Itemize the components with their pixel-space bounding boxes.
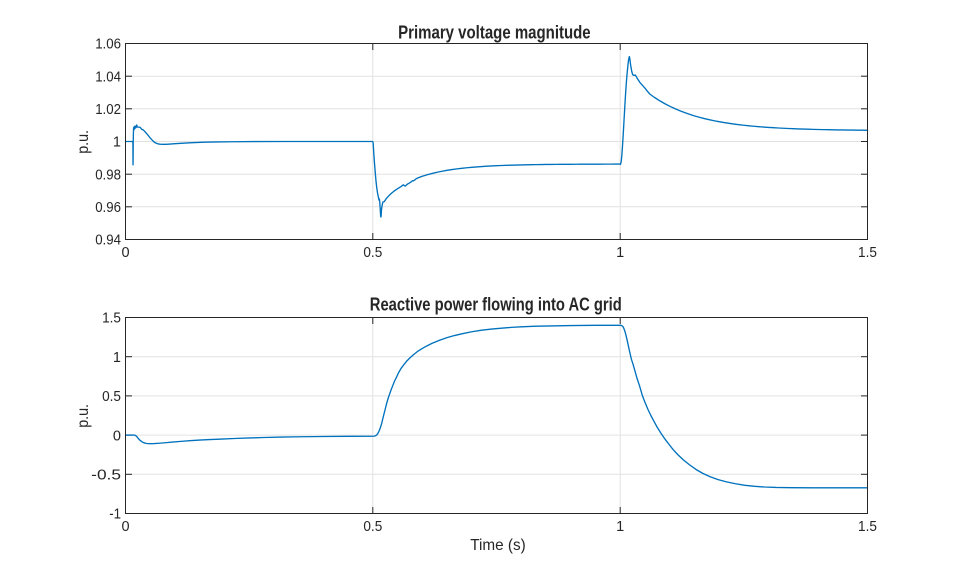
svg-text:1.5: 1.5 xyxy=(858,519,877,535)
svg-text:1.5: 1.5 xyxy=(858,245,877,261)
svg-text:0: 0 xyxy=(121,245,129,261)
svg-text:0.5: 0.5 xyxy=(363,245,382,261)
svg-text:1: 1 xyxy=(113,135,121,151)
svg-text:1.04: 1.04 xyxy=(95,69,121,85)
svg-text:1: 1 xyxy=(616,245,624,261)
svg-text:Reactive power flowing into AC: Reactive power flowing into AC grid xyxy=(370,295,622,315)
svg-text:0: 0 xyxy=(113,428,121,444)
svg-text:Primary voltage magnitude: Primary voltage magnitude xyxy=(398,23,591,43)
svg-text:1.06: 1.06 xyxy=(95,37,121,53)
svg-text:1: 1 xyxy=(113,350,121,366)
svg-text:p.u.: p.u. xyxy=(75,404,92,428)
svg-text:0.5: 0.5 xyxy=(102,389,121,405)
svg-text:p.u.: p.u. xyxy=(75,130,92,154)
svg-text:1.5: 1.5 xyxy=(102,311,121,327)
svg-text:0.94: 0.94 xyxy=(95,233,121,249)
svg-text:Time (s): Time (s) xyxy=(470,537,526,554)
svg-text:1.02: 1.02 xyxy=(95,102,121,118)
svg-text:0: 0 xyxy=(121,519,129,535)
svg-text:0.5: 0.5 xyxy=(363,519,382,535)
svg-text:-0.5: -0.5 xyxy=(91,468,121,484)
svg-text:1: 1 xyxy=(616,519,624,535)
svg-text:0.98: 0.98 xyxy=(95,167,121,183)
svg-text:0.96: 0.96 xyxy=(95,200,121,216)
svg-text:-1: -1 xyxy=(109,507,121,523)
